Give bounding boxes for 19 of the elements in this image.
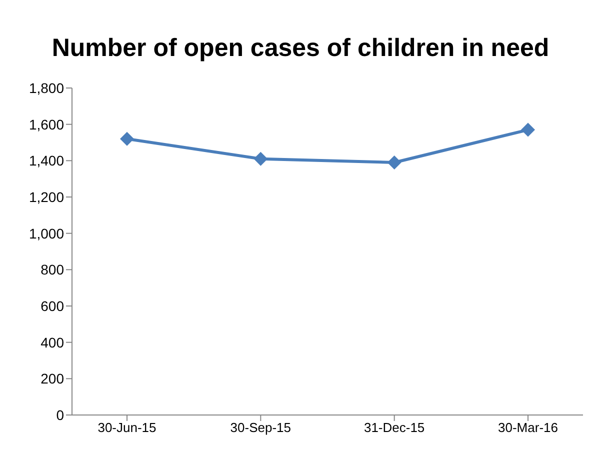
x-tick-label: 30-Mar-16 <box>498 420 558 436</box>
y-tick-label: 1,800 <box>28 80 64 96</box>
y-tick-label: 1,400 <box>28 152 64 169</box>
y-tick-label: 400 <box>40 334 64 350</box>
point <box>387 155 402 170</box>
y-tick-label: 600 <box>40 298 64 314</box>
point <box>521 122 535 137</box>
y-tick-label: 1,000 <box>28 225 64 242</box>
point <box>254 152 268 166</box>
x-tick-label: 30-Jun-15 <box>98 420 156 436</box>
y-tick-label: 800 <box>40 262 64 278</box>
x-tick-label: 30-Sep-15 <box>230 420 292 436</box>
y-tick-label: 1,600 <box>28 116 64 132</box>
y-tick-label: 1,200 <box>28 188 64 205</box>
y-tick-label: 200 <box>40 370 64 387</box>
point <box>120 132 134 146</box>
chart-title: Number of open cases of children in need <box>50 33 550 64</box>
y-tick-label: 0 <box>56 406 64 423</box>
x-tick-label: 31-Dec-15 <box>364 420 425 436</box>
